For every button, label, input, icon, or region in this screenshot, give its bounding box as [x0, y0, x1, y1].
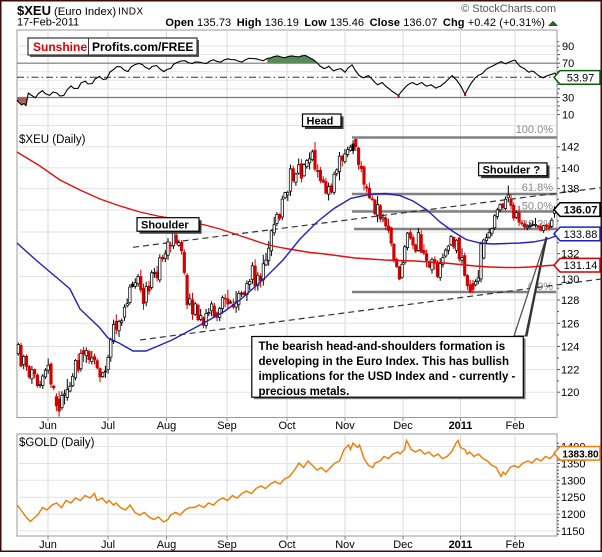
svg-text:$XEU: $XEU: [17, 3, 51, 18]
svg-text:Jun: Jun: [39, 420, 57, 432]
svg-text:1383.80: 1383.80: [562, 449, 599, 460]
svg-text:(Euro Index): (Euro Index): [54, 6, 116, 18]
svg-text:© StockCharts.com: © StockCharts.com: [461, 3, 556, 15]
svg-text:131.14: 131.14: [564, 260, 598, 272]
svg-text:implications for the USD Index: implications for the USD Index and - cur…: [259, 371, 516, 383]
svg-text:Sunshine: Sunshine: [33, 40, 87, 54]
svg-text:Open 135.73 High 136.19 Low: Open 135.73 High 136.19 Low 135.46 Close…: [165, 17, 545, 29]
svg-text:126: 126: [561, 318, 579, 330]
svg-text:Profits.com/FREE: Profits.com/FREE: [92, 40, 193, 54]
svg-text:2011: 2011: [449, 420, 473, 432]
svg-text:1150: 1150: [561, 526, 585, 538]
svg-text:Shoulder: Shoulder: [141, 219, 189, 231]
svg-text:130: 130: [561, 274, 579, 286]
svg-text:Aug: Aug: [157, 539, 177, 551]
svg-text:38.2%: 38.2%: [522, 219, 553, 231]
svg-text:136.07: 136.07: [564, 205, 598, 217]
svg-text:132: 132: [561, 249, 579, 261]
svg-text:$XEU (Daily): $XEU (Daily): [19, 134, 86, 146]
svg-text:128: 128: [561, 295, 579, 307]
svg-text:70: 70: [562, 58, 574, 70]
svg-text:142: 142: [561, 142, 579, 154]
svg-text:precious metals.: precious metals.: [259, 386, 350, 398]
svg-text:Sep: Sep: [217, 539, 237, 551]
svg-text:100.0%: 100.0%: [516, 124, 554, 136]
svg-text:1350: 1350: [561, 458, 585, 470]
svg-text:1300: 1300: [561, 475, 585, 487]
svg-text:2011: 2011: [449, 539, 473, 551]
svg-text:122: 122: [561, 365, 579, 377]
svg-text:133.88: 133.88: [564, 229, 598, 241]
svg-text:Dec: Dec: [393, 539, 413, 551]
svg-text:Oct: Oct: [278, 539, 295, 551]
svg-text:124: 124: [561, 342, 579, 354]
svg-text:53.97: 53.97: [567, 72, 595, 84]
svg-text:Oct: Oct: [278, 420, 295, 432]
svg-text:Jul: Jul: [101, 539, 115, 551]
svg-text:Sep: Sep: [217, 420, 237, 432]
svg-text:developing in the Euro Index.: developing in the Euro Index. This has b…: [259, 356, 509, 368]
svg-text:1250: 1250: [561, 492, 585, 504]
svg-text:138: 138: [561, 184, 579, 196]
svg-text:Jul: Jul: [101, 420, 115, 432]
svg-text:$GOLD (Daily): $GOLD (Daily): [19, 437, 95, 449]
svg-text:1200: 1200: [561, 509, 585, 521]
svg-text:Nov: Nov: [335, 539, 355, 551]
svg-text:Head: Head: [307, 115, 334, 127]
svg-text:10: 10: [562, 110, 574, 122]
svg-text:140: 140: [561, 163, 579, 175]
svg-text:Jun: Jun: [39, 539, 57, 551]
svg-text:61.8%: 61.8%: [522, 182, 553, 194]
svg-text:30: 30: [562, 92, 574, 104]
svg-text:50.0%: 50.0%: [522, 201, 553, 213]
svg-text:120: 120: [561, 387, 579, 399]
svg-text:INDX: INDX: [118, 7, 144, 18]
svg-text:90: 90: [562, 41, 574, 53]
svg-text:Feb: Feb: [506, 539, 525, 551]
svg-text:Nov: Nov: [335, 420, 355, 432]
svg-text:The bearish head-and-shoulders: The bearish head-and-shoulders formation…: [259, 341, 506, 353]
svg-text:17-Feb-2011: 17-Feb-2011: [17, 17, 79, 29]
svg-text:Aug: Aug: [157, 420, 177, 432]
svg-text:Shoulder ?: Shoulder ?: [483, 164, 541, 176]
svg-text:Dec: Dec: [393, 420, 413, 432]
svg-text:Feb: Feb: [506, 420, 525, 432]
